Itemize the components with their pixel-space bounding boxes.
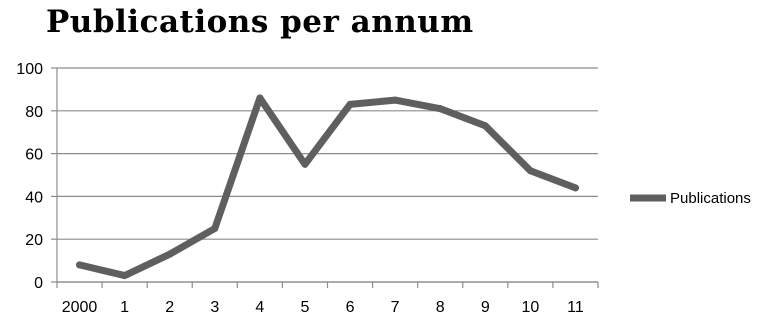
legend: Publications: [630, 190, 751, 207]
data-point: [436, 105, 444, 113]
data-point: [391, 96, 399, 104]
data-point: [121, 272, 129, 280]
y-tick-label: 100: [16, 61, 43, 78]
data-point: [346, 100, 354, 108]
gridlines: [57, 67, 598, 283]
x-tick-label: 9: [481, 299, 490, 316]
x-tick-label: 11: [567, 299, 584, 316]
data-point: [301, 160, 309, 168]
data-point: [571, 184, 579, 192]
x-tick-label: 7: [391, 299, 400, 316]
x-tick-label: 4: [255, 299, 264, 316]
chart-title: Publications per annum: [46, 4, 474, 40]
x-tick-label: 3: [210, 299, 219, 316]
data-point: [166, 250, 174, 258]
x-tick-label: 2: [165, 299, 174, 316]
y-tick-label: 20: [25, 232, 43, 249]
x-tick-label: 8: [436, 299, 445, 316]
legend-label: Publications: [670, 190, 751, 207]
data-point: [256, 94, 264, 102]
axes: 0 20 40 60 80 100 2000 1 2 3 4 5 6 7 8 9 10 11: [16, 61, 599, 316]
series-lines: [76, 94, 579, 280]
y-tick-label: 40: [25, 189, 43, 206]
data-point: [481, 122, 489, 130]
x-tick-label: 2000: [62, 299, 98, 316]
data-point: [526, 167, 534, 175]
x-tick-label: 5: [301, 299, 310, 316]
y-tick-label: 60: [25, 147, 43, 164]
y-tick-label: 0: [34, 275, 43, 292]
series-line-publications: [76, 94, 579, 280]
data-point: [76, 261, 84, 269]
data-point: [211, 225, 219, 232]
x-tick-label: 6: [346, 299, 355, 316]
x-tick-label: 10: [521, 299, 539, 316]
x-tick-label: 1: [120, 299, 129, 316]
y-tick-label: 80: [25, 104, 43, 121]
